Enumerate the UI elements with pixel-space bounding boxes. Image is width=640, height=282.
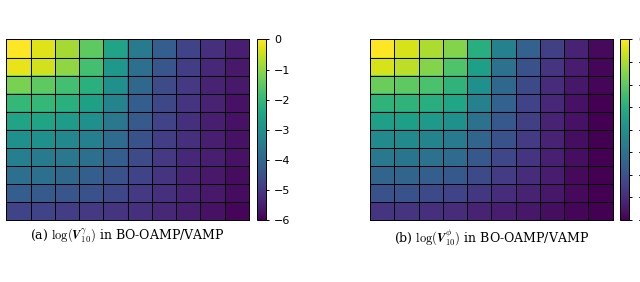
X-axis label: (b) $\log(\boldsymbol{V}_{10}^{\phi})$ in BO-OAMP/VAMP: (b) $\log(\boldsymbol{V}_{10}^{\phi})$ i…	[394, 227, 589, 247]
X-axis label: (a) $\log(\boldsymbol{V}_{10}^{\gamma})$ in BO-OAMP/VAMP: (a) $\log(\boldsymbol{V}_{10}^{\gamma})$…	[30, 227, 225, 245]
